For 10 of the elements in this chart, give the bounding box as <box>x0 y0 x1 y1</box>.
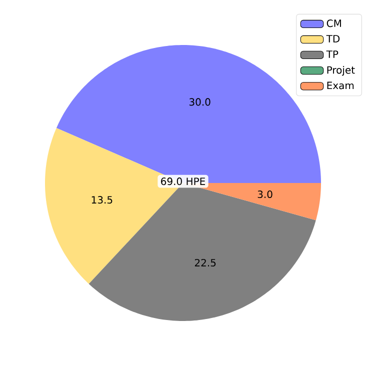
data-label: 3.0 <box>258 190 272 198</box>
data-label: 22.5 <box>194 258 216 267</box>
legend-label: Exam <box>327 82 354 90</box>
text: 69.0 HPE <box>161 178 205 186</box>
data-label: 13.5 <box>92 196 112 204</box>
data-label: 30.0 <box>189 98 210 106</box>
legend-label: Projet <box>327 66 355 76</box>
legend-label: TD <box>326 35 340 42</box>
legend-label: TP <box>326 50 338 58</box>
legend-label: CM <box>326 20 341 28</box>
